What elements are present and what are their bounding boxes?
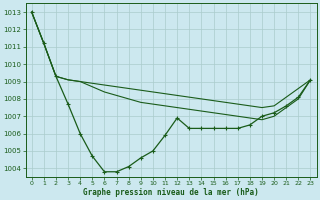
X-axis label: Graphe pression niveau de la mer (hPa): Graphe pression niveau de la mer (hPa) (83, 188, 259, 197)
